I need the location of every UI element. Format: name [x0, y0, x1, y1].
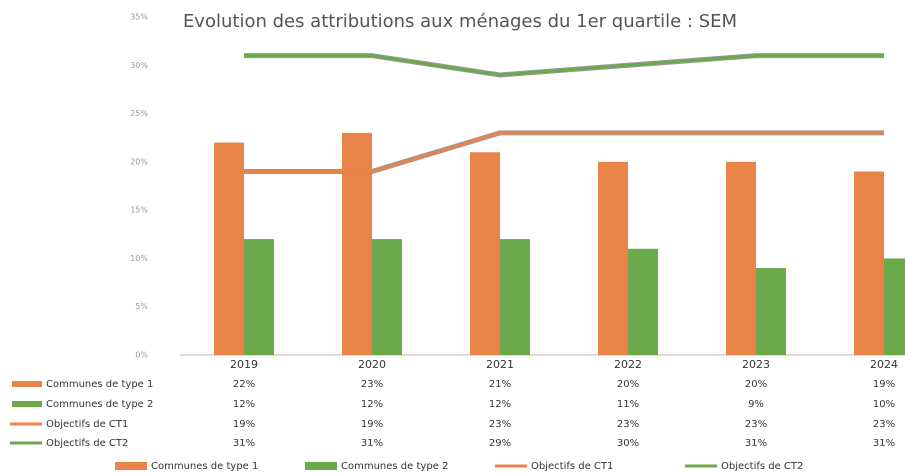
table-cell: 31%: [745, 438, 767, 449]
line-outline: [244, 130, 884, 175]
table-cell: 19%: [873, 379, 895, 390]
table-cell: 31%: [233, 438, 255, 449]
table-cell: 23%: [361, 379, 383, 390]
legend-key: [305, 462, 337, 470]
table-cell: 12%: [489, 399, 511, 410]
bar: [884, 258, 905, 355]
bar: [756, 268, 786, 355]
x-tick-label: 2024: [870, 358, 898, 371]
y-tick-label: 35%: [130, 13, 148, 22]
x-tick-label: 2023: [742, 358, 770, 371]
table-cell: 19%: [361, 419, 383, 430]
table-cell: 23%: [489, 419, 511, 430]
legend-label: Communes de type 1: [151, 461, 258, 472]
x-tick-label: 2020: [358, 358, 386, 371]
line-outline: [244, 53, 884, 78]
table-row-label: Objectifs de CT1: [46, 419, 128, 430]
table-cell: 9%: [748, 399, 764, 410]
x-tick-label: 2019: [230, 358, 258, 371]
legend-key: [115, 462, 147, 470]
y-tick-label: 5%: [135, 302, 148, 311]
bar: [854, 171, 884, 355]
table-cell: 10%: [873, 399, 895, 410]
table-cell: 23%: [873, 419, 895, 430]
bar: [470, 152, 500, 355]
table-row-label: Communes de type 2: [46, 399, 153, 410]
table-cell: 23%: [745, 419, 767, 430]
x-tick-label: 2022: [614, 358, 642, 371]
table-row-label: Communes de type 1: [46, 379, 153, 390]
table-cell: 12%: [361, 399, 383, 410]
y-tick-label: 0%: [135, 351, 148, 360]
y-tick-label: 20%: [130, 157, 148, 166]
x-tick-label: 2021: [486, 358, 514, 371]
legend-label: Objectifs de CT1: [531, 461, 613, 472]
chart-title: Evolution des attributions aux ménages d…: [183, 11, 737, 32]
bar: [598, 161, 628, 355]
table-cell: 31%: [361, 438, 383, 449]
table-key: [12, 401, 42, 407]
line: [244, 54, 884, 77]
table-cell: 20%: [745, 379, 767, 390]
y-tick-label: 30%: [130, 61, 148, 70]
table-cell: 29%: [489, 438, 511, 449]
y-tick-label: 10%: [130, 254, 148, 263]
table-cell: 11%: [617, 399, 639, 410]
bar: [244, 239, 274, 355]
table-cell: 23%: [617, 419, 639, 430]
legend-label: Objectifs de CT2: [721, 461, 803, 472]
table-key: [12, 381, 42, 387]
table-row-label: Objectifs de CT2: [46, 438, 128, 449]
bar: [372, 239, 402, 355]
table-cell: 31%: [873, 438, 895, 449]
bar: [214, 142, 244, 355]
bar: [500, 239, 530, 355]
table-cell: 20%: [617, 379, 639, 390]
bar: [726, 161, 756, 355]
table-cell: 12%: [233, 399, 255, 410]
bar: [628, 248, 658, 355]
y-tick-label: 15%: [130, 206, 148, 215]
table-cell: 19%: [233, 419, 255, 430]
legend-label: Communes de type 2: [341, 461, 448, 472]
table-cell: 30%: [617, 438, 639, 449]
line: [244, 131, 884, 174]
y-tick-label: 25%: [130, 109, 148, 118]
table-cell: 22%: [233, 379, 255, 390]
bar: [342, 132, 372, 355]
table-cell: 21%: [489, 379, 511, 390]
